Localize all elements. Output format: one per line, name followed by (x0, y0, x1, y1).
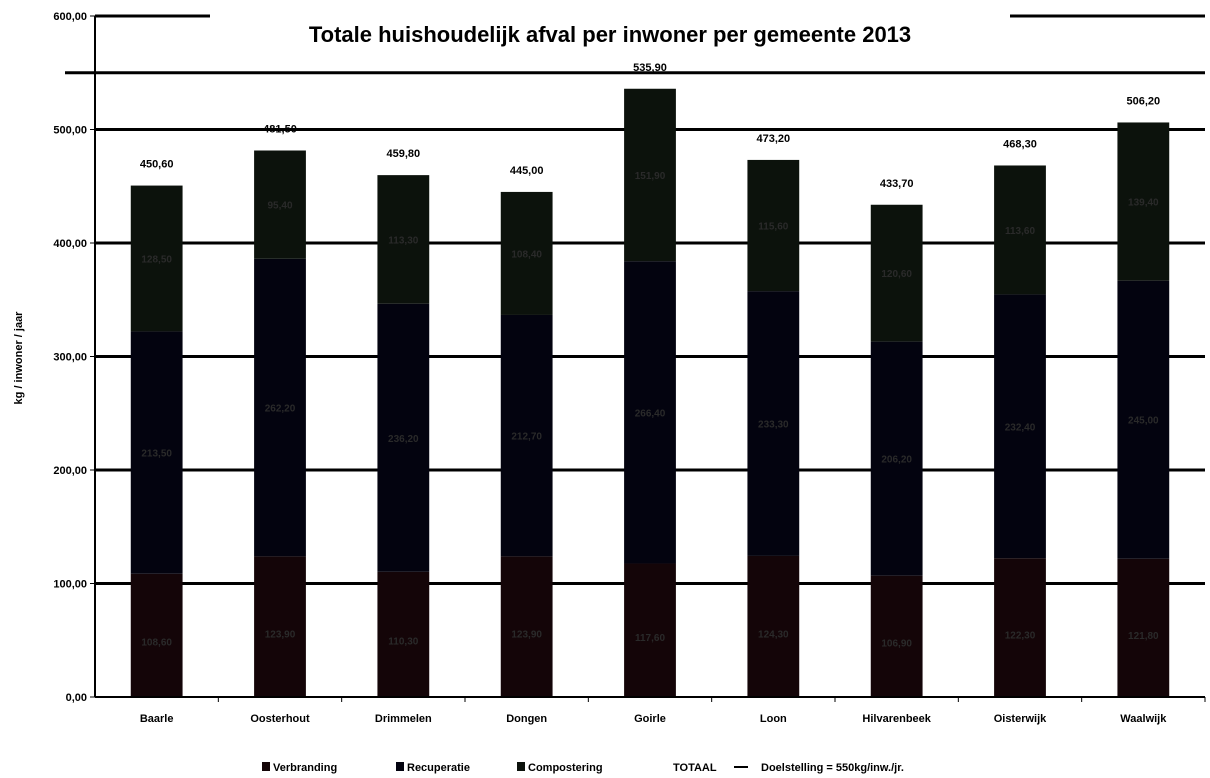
bar-segment (994, 294, 1046, 559)
segment-value-label: 124,30 (758, 630, 789, 641)
segment-value-label: 232,40 (1005, 422, 1036, 433)
x-category-label: Oisterwijk (994, 713, 1047, 725)
total-label: 535,90 (633, 62, 667, 74)
bar-segment (500, 314, 553, 557)
x-category-label: Baarle (140, 713, 174, 725)
bar-segment (130, 331, 183, 574)
segment-value-label: 128,50 (141, 254, 172, 265)
x-category-label: Dongen (506, 713, 547, 725)
total-label: 450,60 (140, 159, 174, 171)
total-label: 459,80 (387, 148, 421, 160)
total-label: 433,70 (880, 178, 914, 190)
bar-segment (747, 555, 800, 697)
y-tick-label: 500,00 (53, 125, 87, 137)
legend-label: Recuperatie (407, 762, 470, 774)
bar-segment (377, 571, 430, 697)
segment-value-label: 117,60 (635, 633, 665, 644)
chart-title: Totale huishoudelijk afval per inwoner p… (309, 22, 911, 47)
segment-value-label: 213,50 (141, 449, 172, 460)
bar-segment (377, 175, 430, 304)
y-tick-label: 400,00 (53, 238, 87, 250)
legend-swatch (262, 762, 270, 771)
segment-value-label: 123,90 (511, 630, 542, 641)
bar-segment (254, 150, 306, 259)
segment-value-label: 106,90 (881, 638, 912, 649)
segment-value-label: 113,60 (1005, 226, 1035, 237)
segment-value-label: 121,80 (1128, 631, 1159, 642)
segment-value-label: 108,40 (511, 249, 542, 260)
bar-segment (1117, 122, 1170, 281)
x-category-label: Oosterhout (250, 713, 310, 725)
x-category-label: Loon (760, 713, 787, 725)
bar-segment (870, 341, 923, 576)
bar-segment (994, 165, 1046, 295)
y-tick-label: 0,00 (66, 692, 87, 704)
bar-segment (1117, 280, 1170, 559)
bar-segment (870, 204, 923, 342)
legend-label: Verbranding (273, 762, 337, 774)
axes: 0,00 100,00 200,00 300,00 400,00 500,00 600,00… (53, 11, 1206, 725)
bar-segment (624, 563, 676, 697)
bar-segment (377, 303, 430, 572)
y-tick-label: 300,00 (53, 352, 87, 364)
segment-value-label: 236,20 (388, 434, 419, 445)
segment-value-label: 123,90 (265, 630, 296, 641)
segment-value-label: 95,40 (267, 201, 292, 212)
legend-label: Doelstelling = 550kg/inw./jr. (761, 762, 904, 774)
bar-segment (624, 261, 676, 564)
x-category-label: Goirle (634, 713, 666, 725)
bar-segment (747, 291, 800, 556)
y-axis-label: kg / inwoner / jaar (13, 311, 25, 405)
bar-segment (1117, 558, 1170, 697)
title-box (210, 14, 1010, 58)
bar-segment (624, 88, 676, 262)
legend-swatch (396, 762, 404, 771)
segment-value-label: 262,20 (265, 404, 296, 415)
bar-segment (254, 556, 306, 697)
segment-value-label: 206,20 (881, 455, 912, 466)
segment-value-label: 233,30 (758, 420, 789, 431)
segment-value-label: 115,60 (758, 222, 788, 233)
legend-label: Compostering (528, 762, 603, 774)
bar-segment (747, 159, 800, 292)
bar-segment (130, 185, 183, 332)
segment-value-label: 108,60 (141, 638, 172, 649)
segment-value-label: 110,30 (388, 637, 418, 648)
segment-value-label: 266,40 (635, 408, 666, 419)
bar-segment (500, 556, 553, 697)
bar-segment (254, 258, 306, 557)
bar-segment (130, 573, 183, 697)
total-label: 481,50 (263, 123, 297, 135)
bar-segment (994, 558, 1046, 697)
total-label: 468,30 (1003, 138, 1037, 150)
x-category-label: Hilvarenbeek (862, 713, 931, 725)
bars: 108,60 213,50 128,50 450,60 123,90 262,20 95,4… (130, 62, 1170, 697)
total-label: 473,20 (757, 133, 791, 145)
y-tick-label: 600,00 (53, 11, 87, 23)
segment-value-label: 120,60 (881, 269, 912, 280)
bar-segment (500, 191, 553, 315)
bar-segment (870, 575, 923, 697)
x-category-label: Waalwijk (1120, 713, 1167, 725)
legend: Verbranding Recuperatie Compostering TOTAAL… (262, 762, 904, 774)
segment-value-label: 151,90 (635, 171, 666, 182)
segment-value-label: 113,30 (388, 235, 418, 246)
legend-label: TOTAAL (673, 762, 717, 774)
y-tick-label: 100,00 (53, 579, 87, 591)
total-label: 445,00 (510, 165, 544, 177)
y-tick-label: 200,00 (53, 465, 87, 477)
segment-value-label: 139,40 (1128, 198, 1159, 209)
x-category-label: Drimmelen (375, 713, 432, 725)
segment-value-label: 122,30 (1005, 631, 1036, 642)
total-label: 506,20 (1127, 95, 1161, 107)
legend-swatch (517, 762, 525, 771)
segment-value-label: 245,00 (1128, 416, 1159, 427)
segment-value-label: 212,70 (511, 432, 542, 443)
